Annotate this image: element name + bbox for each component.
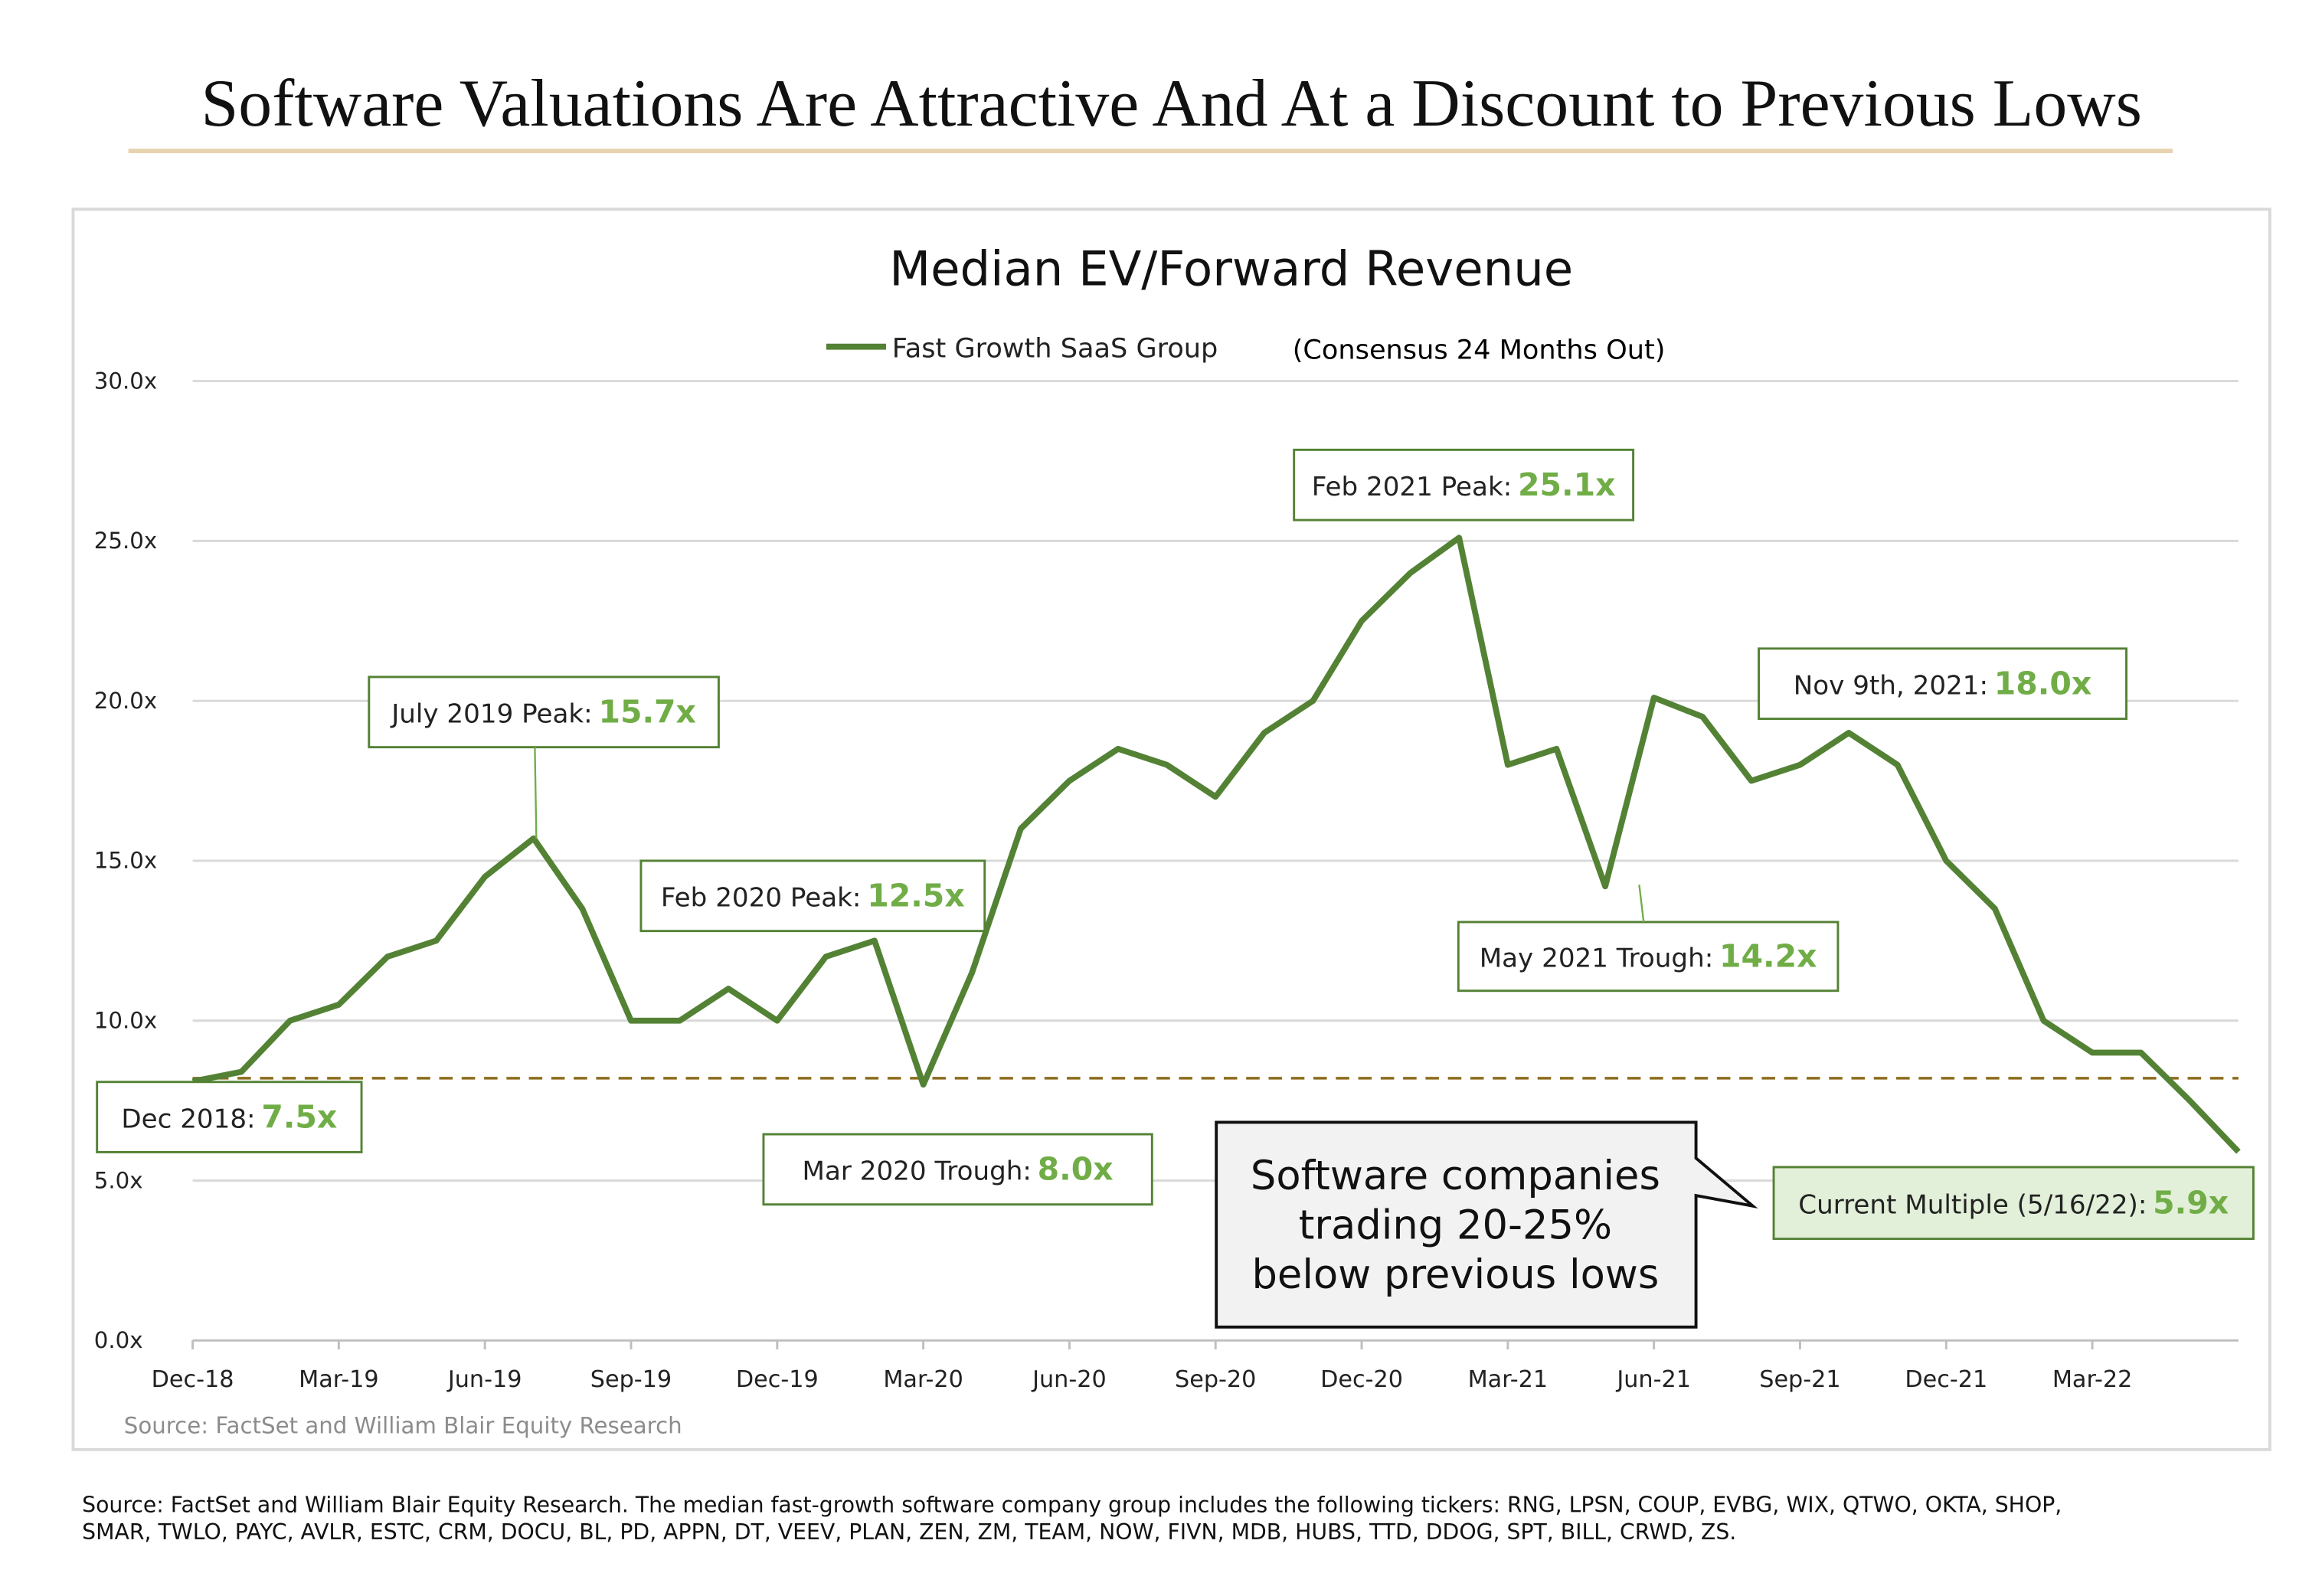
y-tick-label: 5.0x bbox=[94, 1167, 143, 1193]
footnote: SMAR, TWLO, PAYC, AVLR, ESTC, CRM, DOCU,… bbox=[82, 1519, 1736, 1545]
annotation-box bbox=[762, 1133, 1153, 1206]
x-tick-label: Sep-20 bbox=[1175, 1366, 1256, 1393]
chart-source: Source: FactSet and William Blair Equity… bbox=[124, 1412, 682, 1438]
annotation-box bbox=[368, 675, 720, 749]
x-tick-label: Sep-19 bbox=[590, 1366, 672, 1393]
annotation-value: 18.0x bbox=[1994, 665, 2092, 702]
x-tick-label: Dec-19 bbox=[736, 1366, 819, 1393]
y-tick-label: 0.0x bbox=[94, 1327, 143, 1353]
y-tick-label: 30.0x bbox=[94, 368, 157, 394]
annotation-label: Feb 2021 Peak: bbox=[1312, 472, 1513, 502]
annotation-value: 12.5x bbox=[867, 877, 965, 914]
annotation-value: 7.5x bbox=[261, 1098, 337, 1135]
annotation: July 2019 Peak: 15.7x bbox=[390, 693, 696, 730]
annotation: Mar 2020 Trough: 8.0x bbox=[803, 1151, 1114, 1188]
annotation-box bbox=[1293, 448, 1635, 522]
x-tick-label: Mar-19 bbox=[299, 1366, 379, 1393]
annotation-box bbox=[96, 1081, 363, 1153]
annotation: May 2021 Trough: 14.2x bbox=[1480, 937, 1817, 974]
annotation-label: Nov 9th, 2021: bbox=[1794, 670, 1988, 701]
annotation: Current Multiple (5/16/22): 5.9x bbox=[1798, 1184, 2229, 1221]
x-tick-label: Sep-21 bbox=[1759, 1366, 1840, 1393]
annotation-box bbox=[1772, 1166, 2255, 1241]
plot: 0.0x 5.0x 10.0x 15.0x 20.0x 25.0x 30.0x Dec-18 M… bbox=[94, 332, 2255, 1393]
y-tick-label: 10.0x bbox=[94, 1008, 157, 1034]
annotation-label: May 2021 Trough: bbox=[1480, 943, 1713, 973]
annotation-label: Dec 2018: bbox=[121, 1104, 255, 1134]
leader-line bbox=[1638, 885, 1645, 923]
chart-title: Median EV/Forward Revenue bbox=[889, 241, 1573, 297]
annotation-box bbox=[1457, 921, 1840, 993]
footnote: Source: FactSet and William Blair Equity… bbox=[82, 1493, 2062, 1518]
y-tick-label: 15.0x bbox=[94, 848, 157, 874]
x-tick-label: Dec-18 bbox=[152, 1366, 234, 1393]
y-tick-label: 25.0x bbox=[94, 528, 157, 554]
x-tick-label: Dec-20 bbox=[1320, 1366, 1403, 1393]
annotation: Dec 2018: 7.5x bbox=[121, 1098, 337, 1135]
annotation: Feb 2020 Peak: 12.5x bbox=[661, 877, 965, 914]
chart-frame bbox=[71, 208, 2271, 1451]
annotation-value: 5.9x bbox=[2153, 1184, 2229, 1221]
callout-box bbox=[1215, 1120, 1758, 1329]
annotation-box bbox=[639, 859, 986, 933]
annotation: Feb 2021 Peak: 25.1x bbox=[1312, 466, 1616, 503]
x-tick-label: Jun-19 bbox=[446, 1366, 522, 1393]
annotation: Nov 9th, 2021: 18.0x bbox=[1794, 665, 2092, 702]
callout-text: Software companies bbox=[1251, 1153, 1660, 1199]
page-title: Software Valuations Are Attractive And A… bbox=[201, 66, 2141, 140]
series-line bbox=[191, 535, 2241, 1154]
callout-text: trading 20-25% bbox=[1299, 1202, 1612, 1249]
annotation-value: 25.1x bbox=[1518, 466, 1616, 503]
x-tick-label: Mar-21 bbox=[1468, 1366, 1549, 1393]
annotation-box bbox=[1758, 647, 2128, 721]
annotation-label: July 2019 Peak: bbox=[390, 698, 592, 729]
legend-label: Fast Growth SaaS Group bbox=[892, 332, 1218, 364]
x-tick-label: Mar-22 bbox=[2052, 1366, 2133, 1393]
annotation-label: Current Multiple (5/16/22): bbox=[1798, 1189, 2147, 1220]
annotation-value: 8.0x bbox=[1038, 1151, 1114, 1188]
x-tick-label: Jun-20 bbox=[1031, 1366, 1107, 1393]
chart-subtitle: (Consensus 24 Months Out) bbox=[1293, 334, 1666, 365]
x-tick-label: Mar-20 bbox=[883, 1366, 963, 1393]
annotation-value: 15.7x bbox=[598, 693, 696, 730]
x-tick-label: Dec-21 bbox=[1905, 1366, 1987, 1393]
y-tick-label: 20.0x bbox=[94, 688, 157, 714]
x-tick-label: Jun-21 bbox=[1615, 1366, 1691, 1393]
annotation-value: 14.2x bbox=[1719, 937, 1817, 974]
callout-text: below previous lows bbox=[1251, 1251, 1659, 1298]
annotation-label: Mar 2020 Trough: bbox=[803, 1156, 1032, 1187]
leader-line bbox=[534, 747, 538, 839]
annotation-label: Feb 2020 Peak: bbox=[661, 882, 862, 913]
